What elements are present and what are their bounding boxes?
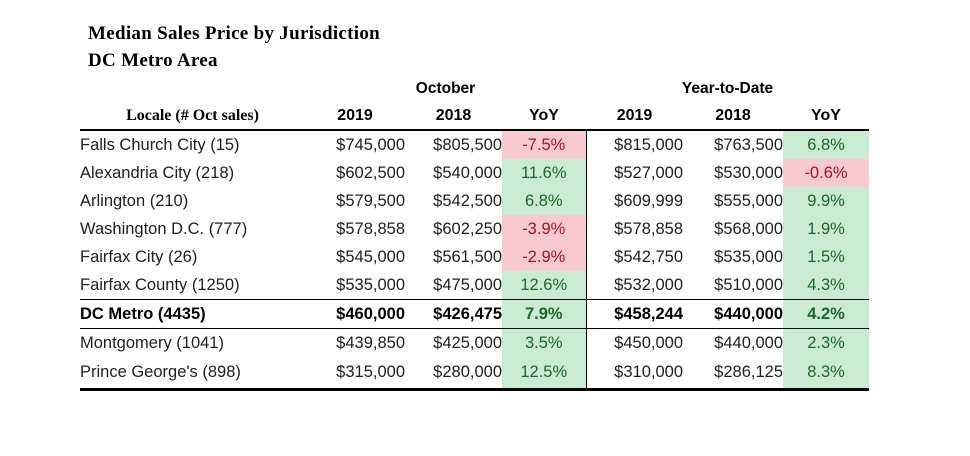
column-header-oct-2018: 2018 bbox=[405, 102, 502, 131]
cell-ytd-yoy: 1.9% bbox=[783, 215, 869, 243]
cell-ytd-yoy: 9.9% bbox=[783, 187, 869, 215]
cell-ytd-2018: $555,000 bbox=[714, 191, 783, 210]
cell-ytd-2018: $286,125 bbox=[683, 357, 783, 391]
cell-oct-yoy: 12.5% bbox=[502, 357, 586, 391]
cell-oct-2019: $578,858 bbox=[336, 219, 405, 238]
column-group-spacer bbox=[80, 76, 305, 102]
cell-ytd-2018: $530,000 bbox=[714, 163, 783, 182]
table-row: Fairfax City (26) $545,000 $561,500 -2.9% $5… bbox=[80, 243, 869, 271]
cell-ytd-2019: $542,750 bbox=[585, 243, 683, 271]
column-header-ytd-2018: 2018 bbox=[683, 102, 783, 131]
column-header-oct-yoy: YoY bbox=[502, 102, 586, 131]
cell-locale: Prince George's (898) bbox=[80, 357, 305, 391]
cell-ytd-2019: $532,000 bbox=[585, 271, 683, 300]
cell-ytd-2018: $568,000 bbox=[714, 219, 783, 238]
cell-oct-yoy: 3.5% bbox=[502, 328, 586, 357]
cell-oct-2019: $602,500 bbox=[336, 163, 405, 182]
table-row: Arlington (210) $579,500 $542,500 6.8% $609,… bbox=[80, 187, 869, 215]
cell-oct-2018: $475,000 bbox=[433, 275, 502, 294]
cell-ytd-2018: $440,000 bbox=[683, 299, 783, 329]
column-header-locale: Locale (# Oct sales) bbox=[80, 102, 305, 131]
cell-locale: DC Metro (4435) bbox=[80, 299, 305, 329]
cell-oct-2018: $561,500 bbox=[433, 247, 502, 266]
column-group-october: October bbox=[415, 80, 476, 97]
cell-locale: Alexandria City (218) bbox=[80, 163, 235, 182]
table-row: Falls Church City (15) $745,000 $805,500 -7… bbox=[80, 130, 869, 159]
cell-ytd-yoy: 8.3% bbox=[783, 357, 869, 391]
cell-ytd-2019: $578,858 bbox=[585, 215, 683, 243]
cell-oct-2018: $540,000 bbox=[433, 163, 502, 182]
cell-ytd-yoy: -0.6% bbox=[783, 159, 869, 187]
cell-oct-2019: $535,000 bbox=[336, 275, 405, 294]
cell-oct-2018: $805,500 bbox=[433, 135, 502, 154]
column-group-row: October Year-to-Date bbox=[80, 76, 869, 102]
cell-ytd-yoy: 4.2% bbox=[783, 299, 869, 329]
cell-oct-2019: $545,000 bbox=[336, 247, 405, 266]
cell-ytd-2018: $440,000 bbox=[714, 333, 783, 352]
cell-oct-yoy: 11.6% bbox=[502, 159, 586, 187]
table-row: Washington D.C. (777) $578,858 $602,250 -3.… bbox=[80, 215, 869, 243]
page-subtitle: DC Metro Area bbox=[88, 50, 218, 71]
cell-ytd-yoy: 2.3% bbox=[783, 328, 869, 357]
cell-ytd-yoy: 6.8% bbox=[783, 130, 869, 159]
cell-oct-2018: $426,475 bbox=[405, 299, 502, 329]
locale-header-note: (# Oct sales) bbox=[171, 106, 259, 124]
cell-ytd-yoy: 4.3% bbox=[783, 271, 869, 300]
cell-locale: Fairfax County (1250) bbox=[80, 275, 240, 294]
cell-oct-2019: $460,000 bbox=[305, 299, 405, 329]
table-body: Falls Church City (15) $745,000 $805,500 -7… bbox=[80, 130, 869, 391]
cell-ytd-2019: $450,000 bbox=[585, 328, 683, 357]
cell-locale: Washington D.C. (777) bbox=[80, 219, 248, 238]
locale-header-bold: Locale bbox=[126, 106, 172, 124]
table-row: Alexandria City (218) $602,500 $540,000 11.… bbox=[80, 159, 869, 187]
median-sales-table: October Year-to-Date Locale (# Oct sales… bbox=[80, 76, 869, 391]
column-header-ytd-yoy: YoY bbox=[783, 102, 869, 131]
table-row: Montgomery (1041) $439,850 $425,000 3.5% $45… bbox=[80, 328, 869, 357]
column-group-ytd: Year-to-Date bbox=[681, 80, 774, 97]
cell-oct-yoy: -3.9% bbox=[502, 215, 586, 243]
cell-oct-yoy: 7.9% bbox=[502, 299, 586, 329]
cell-locale: Fairfax City (26) bbox=[80, 247, 198, 266]
cell-ytd-2019: $815,000 bbox=[585, 130, 683, 159]
page-title: Median Sales Price by Jurisdiction bbox=[88, 23, 381, 44]
cell-oct-2018: $542,500 bbox=[433, 191, 502, 210]
table-row-summary: DC Metro (4435) $460,000 $426,475 7.9% $458,… bbox=[80, 299, 869, 329]
cell-ytd-2018: $763,500 bbox=[714, 135, 783, 154]
cell-oct-2019: $315,000 bbox=[305, 357, 405, 391]
cell-ytd-2019: $527,000 bbox=[585, 159, 683, 187]
cell-oct-2018: $602,250 bbox=[433, 219, 502, 238]
cell-oct-yoy: -2.9% bbox=[502, 243, 586, 271]
cell-ytd-2018: $510,000 bbox=[714, 275, 783, 294]
cell-ytd-2019: $310,000 bbox=[585, 357, 683, 391]
cell-oct-2019: $439,850 bbox=[336, 333, 405, 352]
cell-oct-yoy: 12.6% bbox=[502, 271, 586, 300]
cell-locale: Falls Church City (15) bbox=[80, 135, 240, 154]
column-header-row: Locale (# Oct sales) 2019 2018 YoY 2019 … bbox=[80, 102, 869, 131]
cell-oct-yoy: 6.8% bbox=[502, 187, 586, 215]
cell-oct-2018: $280,000 bbox=[405, 357, 502, 391]
cell-ytd-2019: $458,244 bbox=[585, 299, 683, 329]
cell-locale: Arlington (210) bbox=[80, 191, 189, 210]
column-header-ytd-2019: 2019 bbox=[586, 102, 683, 131]
column-header-oct-2019: 2019 bbox=[305, 102, 405, 131]
table-row: Fairfax County (1250) $535,000 $475,000 12.… bbox=[80, 271, 869, 300]
cell-ytd-2019: $609,999 bbox=[585, 187, 683, 215]
cell-oct-2019: $745,000 bbox=[336, 135, 405, 154]
cell-oct-yoy: -7.5% bbox=[502, 130, 586, 159]
cell-oct-2018: $425,000 bbox=[433, 333, 502, 352]
cell-ytd-2018: $535,000 bbox=[714, 247, 783, 266]
cell-ytd-yoy: 1.5% bbox=[783, 243, 869, 271]
cell-oct-2019: $579,500 bbox=[336, 191, 405, 210]
cell-locale: Montgomery (1041) bbox=[80, 333, 224, 352]
table-row: Prince George's (898) $315,000 $280,000 12.… bbox=[80, 357, 869, 391]
